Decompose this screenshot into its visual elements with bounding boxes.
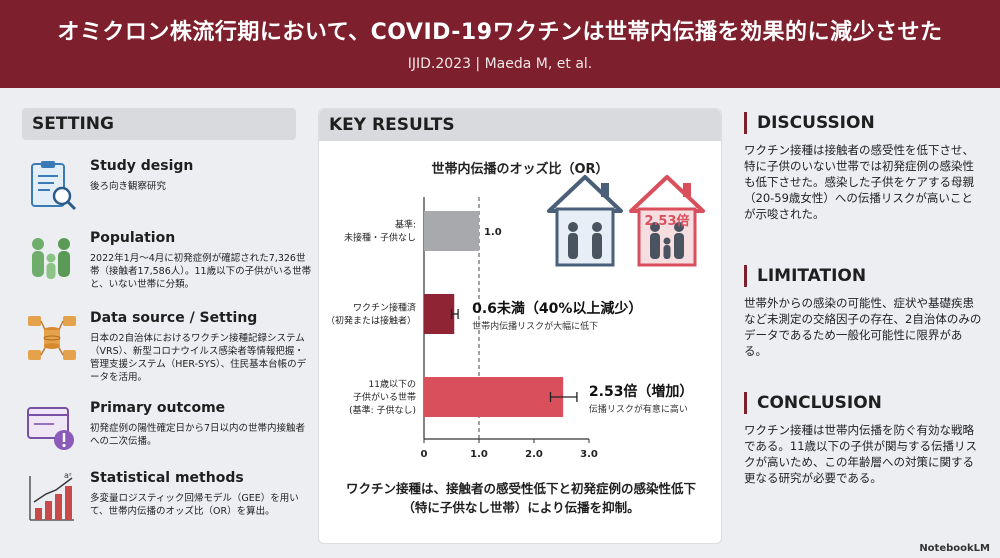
category-label: 子供がいる世帯 [353, 391, 416, 403]
setting-heading: SETTING [22, 108, 296, 140]
child-head [663, 237, 671, 245]
citation: IJID.2023 | Maeda M, et al. [407, 56, 593, 72]
house-no-children-icon [547, 175, 623, 267]
chart-title: 世帯内伝播のオッズ比（OR） [431, 161, 608, 177]
setting-item-text: 日本の2自治体におけるワクチン接種記録システム（VRS）、新型コロナウイルス感染… [90, 333, 307, 383]
category-label: 基準: [395, 219, 416, 231]
family-icon [32, 238, 70, 279]
svg-text:aᶻ: aᶻ [64, 471, 72, 480]
window-alert-icon [27, 407, 74, 450]
discussion-heading: DISCUSSION [744, 112, 875, 134]
setting-item-text: 後ろ向き観察研究 [90, 181, 167, 192]
person-head [592, 222, 602, 232]
data-sublabel: 世帯内伝播リスクが大幅に低下 [472, 320, 598, 332]
odds-ratio-chart: 世帯内伝播のオッズ比（OR） 0 1.0 2.0 3.0 基準:未接種・子供なし 1.0 ワク… [326, 161, 705, 460]
setting-item-title: Population [90, 230, 176, 246]
conclusion-text: ワクチン接種は世帯内伝播を防ぐ有効な戦略である。11歳以下の子供が関与する伝播リ… [744, 423, 978, 485]
key-results-conclusion: ワクチン接種は、接触者の感受性低下と初発症例の感染性低下（特に子供なし世帯）によ… [345, 481, 696, 515]
house-with-children-icon: 2.53倍 [629, 175, 705, 267]
bar-chart-trend-icon: aᶻ [29, 471, 74, 521]
category-label: (基準: 子供なし) [349, 404, 416, 416]
category-label: 11歳以下の [369, 378, 416, 390]
header-banner: オミクロン株流行期において、COVID-19ワクチンは世帯内伝播を効果的に減少さ… [0, 0, 1000, 88]
person-body [674, 233, 684, 259]
setting-item-title: Statistical methods [90, 470, 244, 486]
setting-item-text: 初発症例の陽性確定日から7日以内の世帯内接触者への二次伝播。 [90, 423, 306, 447]
limitation-text: 世帯外からの感染の可能性、症状や基礎疾患など未測定の交絡因子の存在、2自治体のみ… [744, 296, 982, 358]
person-head [568, 222, 578, 232]
conclusion-heading: CONCLUSION [744, 392, 882, 414]
person-body [568, 233, 578, 259]
data-label: 1.0 [484, 227, 502, 238]
data-label: 2.53倍（増加） [589, 383, 694, 400]
discussion-text: ワクチン接種は接触者の感受性を低下させ、特に子供のいない世帯では初発症例の感染性… [744, 143, 974, 221]
x-tick-label: 0 [421, 449, 428, 460]
bar [424, 294, 455, 334]
bar [424, 377, 564, 417]
person-body [592, 233, 602, 259]
house-roof [547, 175, 623, 213]
bar [424, 211, 479, 251]
key-results-card: KEY RESULTS 世帯内伝播のオッズ比（OR） 0 1.0 2.0 3.0 基準: 未… [318, 108, 722, 544]
x-tick-label: 3.0 [580, 449, 598, 460]
data-sublabel: 伝播リスクが有意に高い [589, 403, 688, 415]
person-body [650, 233, 660, 259]
x-tick-label: 2.0 [525, 449, 543, 460]
house-roof [629, 175, 705, 213]
house-chimney [683, 183, 691, 197]
data-label: 0.6未満（40%以上減少） [472, 300, 642, 317]
setting-item-title: Study design [90, 158, 194, 174]
person-head [674, 222, 684, 232]
child-body [663, 245, 671, 259]
notebooklm-logo: NotebookLM [919, 543, 990, 554]
database-network-icon [28, 316, 76, 360]
setting-item-text: 多変量ロジスティック回帰モデル（GEE）を用いて、世帯内伝播のオッズ比（OR）を… [90, 493, 299, 517]
category-label: 未接種・子供なし [344, 232, 416, 244]
setting-item-text: 2022年1月〜4月に初発症例が確認された7,326世帯（接触者17,586人）… [90, 253, 312, 290]
category-label: （初発または接触者） [326, 315, 416, 327]
limitation-heading: LIMITATION [744, 265, 866, 287]
house-wall [555, 207, 615, 267]
key-results-heading: KEY RESULTS [319, 109, 721, 141]
house-chimney [601, 183, 609, 197]
category-label: ワクチン接種済 [353, 302, 416, 314]
person-head [650, 222, 660, 232]
house-badge: 2.53倍 [644, 213, 689, 229]
page-title: オミクロン株流行期において、COVID-19ワクチンは世帯内伝播を効果的に減少さ… [57, 20, 943, 45]
setting-item-title: Primary outcome [90, 400, 226, 416]
x-tick-label: 1.0 [470, 449, 488, 460]
clipboard-search-icon [31, 161, 77, 211]
setting-item-title: Data source / Setting [90, 310, 258, 326]
